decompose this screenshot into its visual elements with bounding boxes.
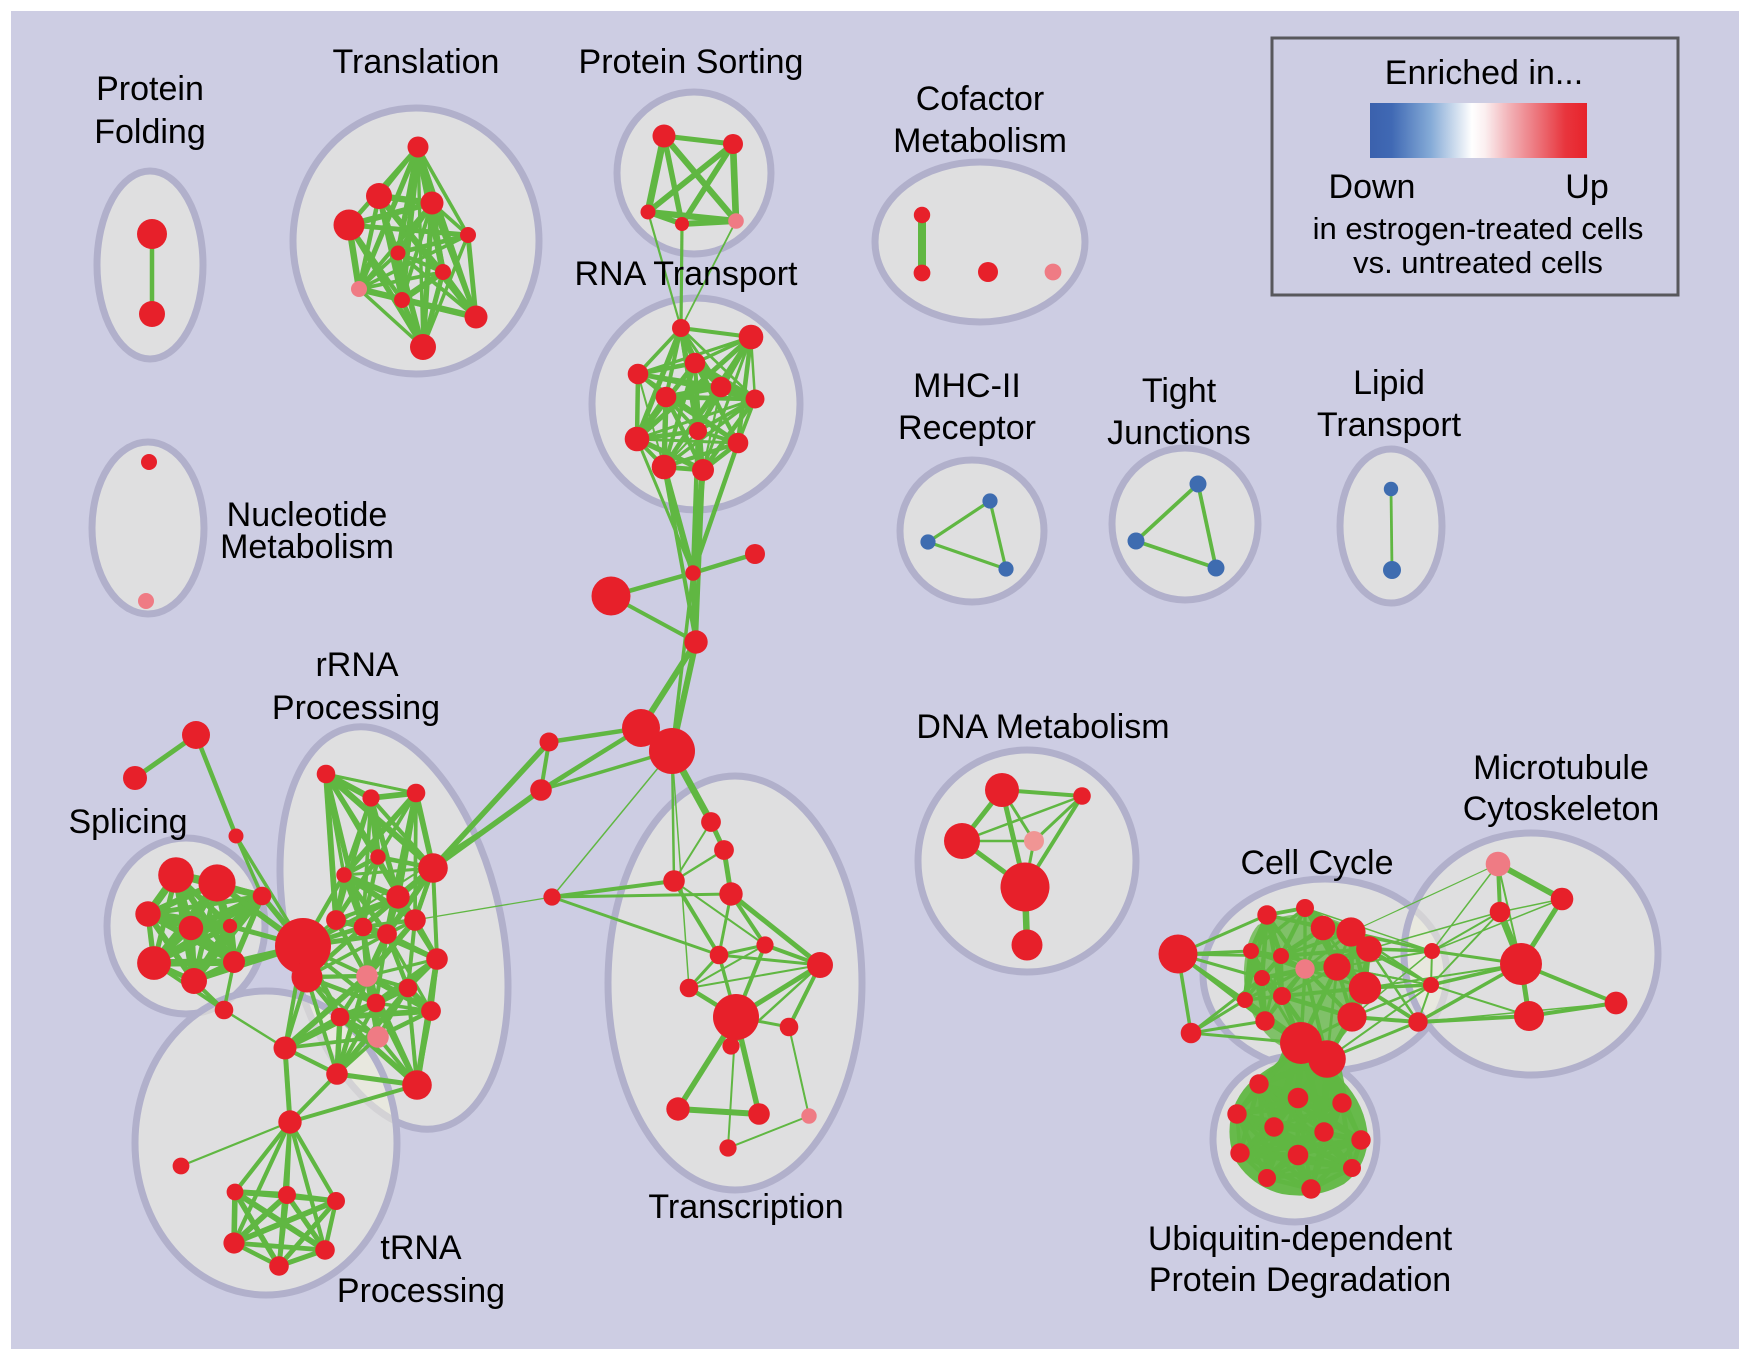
svg-text:Down: Down — [1329, 168, 1416, 206]
svg-text:Transport: Transport — [1317, 406, 1462, 444]
svg-text:Transcription: Transcription — [648, 1188, 843, 1226]
svg-text:Microtubule: Microtubule — [1473, 749, 1649, 787]
svg-text:Enriched in...: Enriched in... — [1385, 54, 1583, 92]
svg-text:Protein Degradation: Protein Degradation — [1149, 1261, 1451, 1299]
svg-text:Processing: Processing — [337, 1272, 505, 1310]
svg-text:Metabolism: Metabolism — [220, 528, 394, 566]
svg-text:rRNA: rRNA — [315, 646, 398, 684]
svg-text:in estrogen-treated cells: in estrogen-treated cells — [1313, 211, 1644, 246]
svg-text:Ubiquitin-dependent: Ubiquitin-dependent — [1148, 1220, 1453, 1258]
svg-text:Up: Up — [1565, 168, 1608, 206]
svg-text:vs. untreated cells: vs. untreated cells — [1353, 245, 1603, 280]
svg-text:Receptor: Receptor — [898, 409, 1036, 447]
svg-text:Junctions: Junctions — [1107, 414, 1251, 452]
svg-text:Splicing: Splicing — [68, 803, 187, 841]
svg-text:Tight: Tight — [1142, 372, 1217, 410]
svg-text:Metabolism: Metabolism — [893, 122, 1067, 160]
svg-text:Processing: Processing — [272, 689, 440, 727]
svg-text:Cofactor: Cofactor — [916, 80, 1045, 118]
svg-text:Translation: Translation — [333, 43, 500, 81]
svg-text:Cytoskeleton: Cytoskeleton — [1463, 790, 1660, 828]
svg-text:Cell Cycle: Cell Cycle — [1240, 844, 1393, 882]
svg-text:Protein: Protein — [96, 70, 204, 108]
svg-text:DNA Metabolism: DNA Metabolism — [916, 708, 1169, 746]
svg-text:Lipid: Lipid — [1353, 364, 1425, 402]
svg-text:Protein Sorting: Protein Sorting — [579, 43, 804, 81]
svg-text:Nucleotide: Nucleotide — [227, 496, 388, 534]
svg-text:Folding: Folding — [94, 113, 206, 151]
svg-text:MHC-II: MHC-II — [913, 367, 1021, 405]
svg-text:RNA Transport: RNA Transport — [575, 255, 799, 293]
svg-text:tRNA: tRNA — [380, 1229, 462, 1267]
